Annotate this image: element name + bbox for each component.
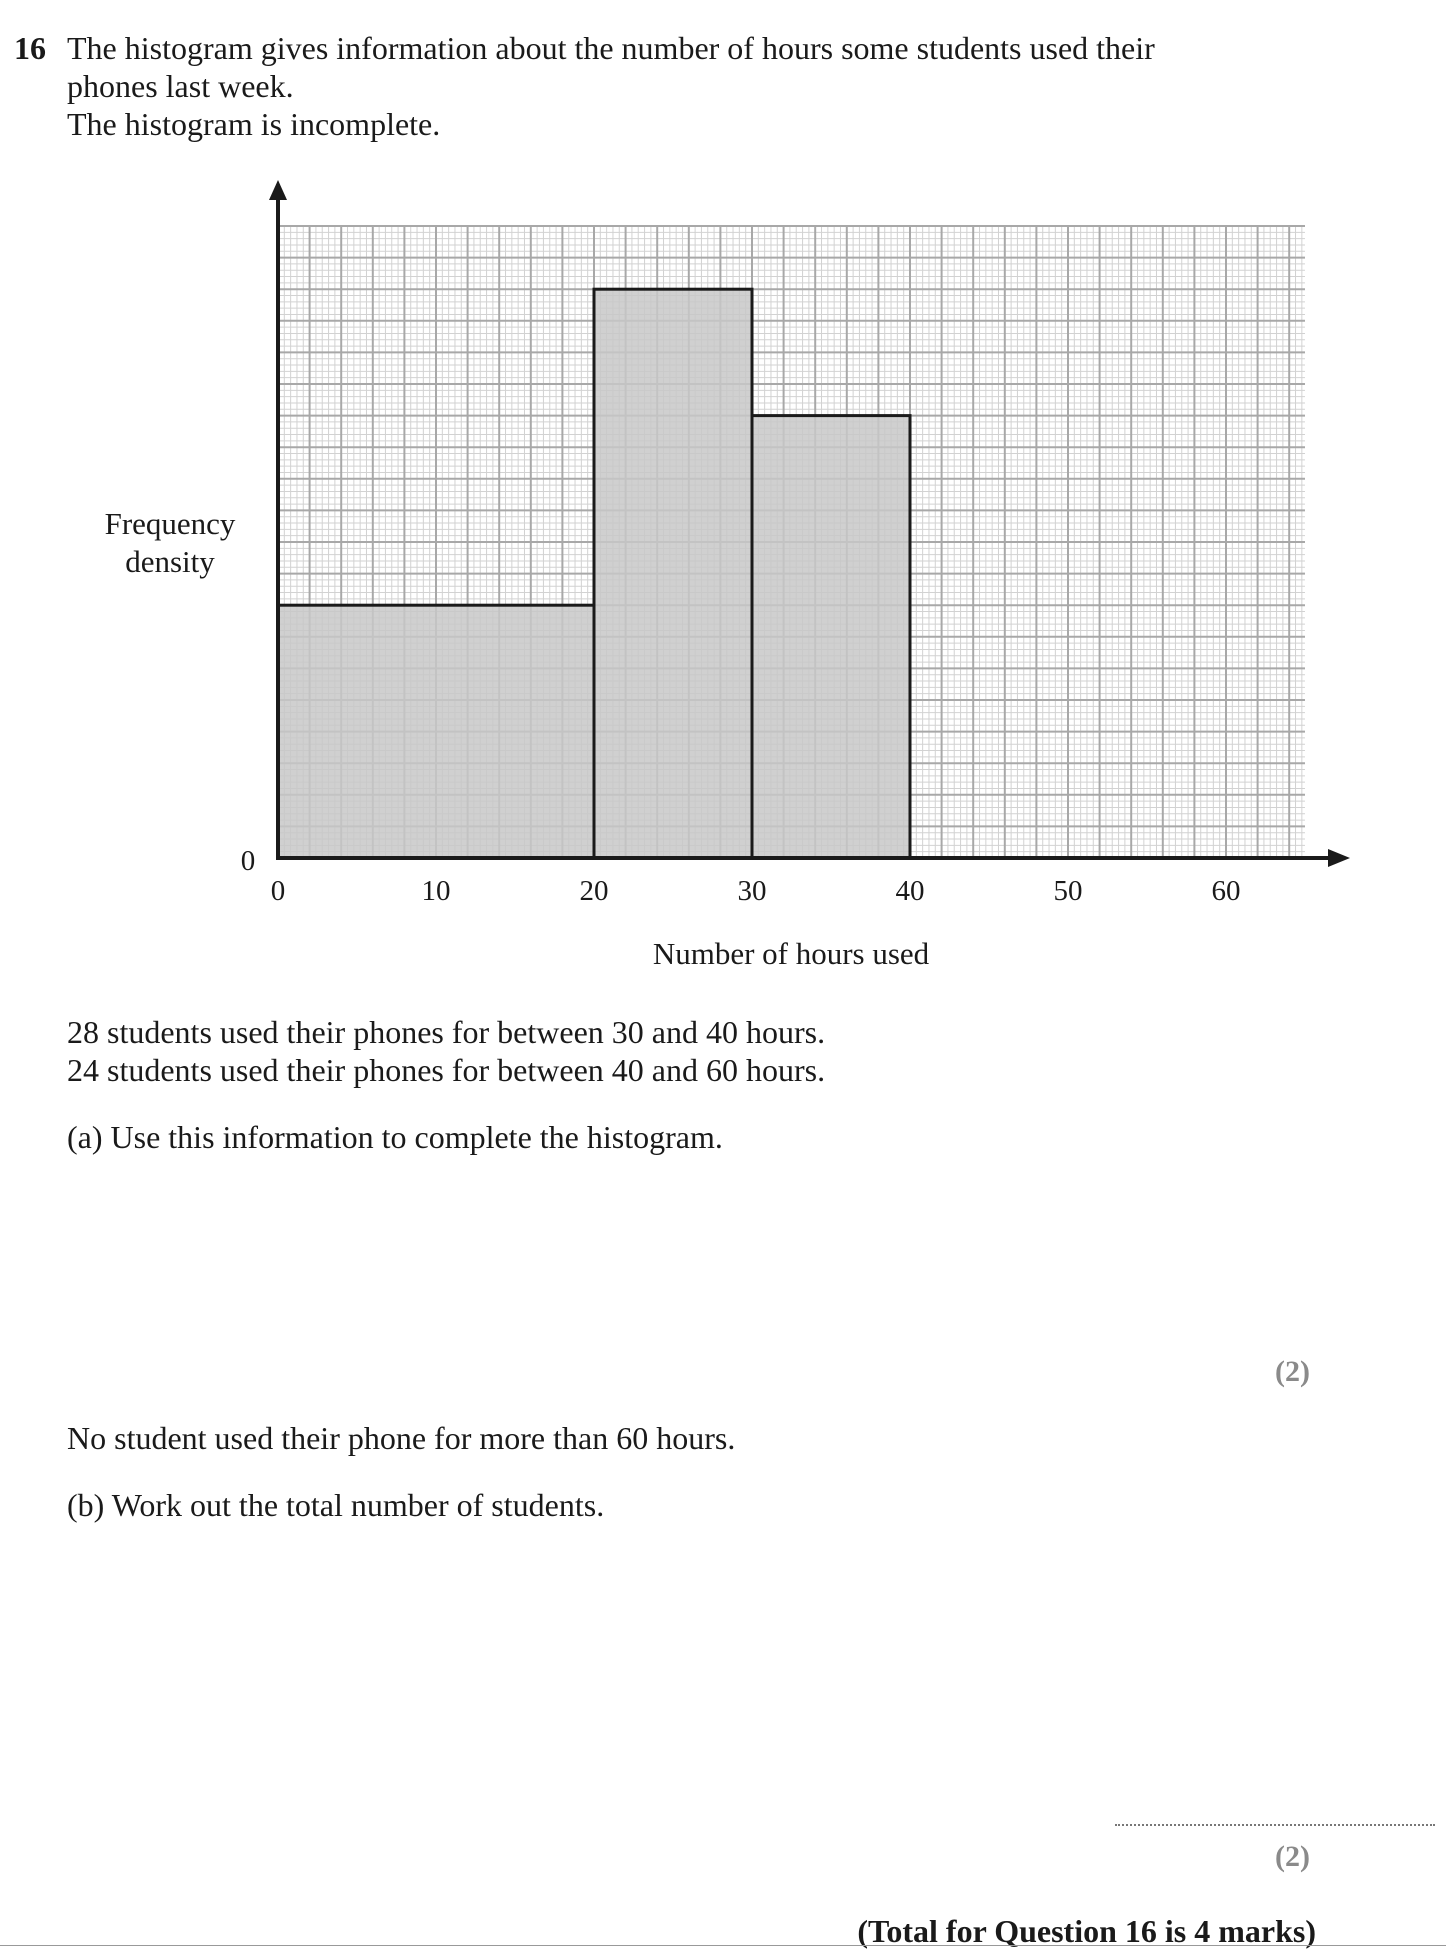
info-line-1: 28 students used their phones for betwee… — [67, 1014, 826, 1050]
histogram-bars — [276, 287, 912, 860]
part-a-text: (a) Use this information to complete the… — [67, 1119, 723, 1155]
info-line-3: No student used their phone for more tha… — [67, 1420, 736, 1456]
x-tick-label: 60 — [1212, 875, 1241, 907]
y-origin-label: 0 — [241, 845, 256, 877]
x-tick-labels: 0 10 20 30 40 50 60 — [271, 875, 1241, 907]
x-tick-label: 30 — [738, 875, 767, 907]
part-a-marks: (2) — [1275, 1355, 1310, 1388]
y-axis-arrow — [269, 180, 287, 200]
x-tick-label: 20 — [580, 875, 609, 907]
y-axis-label-line1: Frequency — [105, 506, 236, 541]
y-axis-label-line2: density — [125, 544, 215, 579]
part-b-text: (b) Work out the total number of student… — [67, 1487, 605, 1523]
histogram: 0 10 20 30 40 50 60 0 Frequency density Number… — [105, 180, 1350, 971]
x-tick-label: 40 — [896, 875, 925, 907]
histogram-bar-1 — [276, 603, 596, 860]
axes — [269, 180, 1350, 867]
x-tick-label: 50 — [1054, 875, 1083, 907]
x-axis-label: Number of hours used — [653, 936, 930, 971]
page-bottom-rule — [0, 1945, 1446, 1946]
histogram-bar-2 — [592, 287, 754, 860]
intro-line-1: The histogram gives information about th… — [67, 30, 1155, 66]
intro-line-2: phones last week. — [67, 68, 294, 104]
histogram-bar-3 — [750, 414, 912, 860]
answer-line[interactable] — [1115, 1824, 1435, 1826]
x-tick-label: 0 — [271, 875, 286, 907]
x-axis-arrow — [1328, 849, 1350, 867]
intro-line-3: The histogram is incomplete. — [67, 106, 441, 142]
question-number: 16 — [14, 30, 46, 66]
total-marks: (Total for Question 16 is 4 marks) — [857, 1913, 1316, 1949]
info-line-2: 24 students used their phones for betwee… — [67, 1052, 826, 1088]
x-tick-label: 10 — [422, 875, 451, 907]
part-b-marks: (2) — [1275, 1840, 1310, 1873]
